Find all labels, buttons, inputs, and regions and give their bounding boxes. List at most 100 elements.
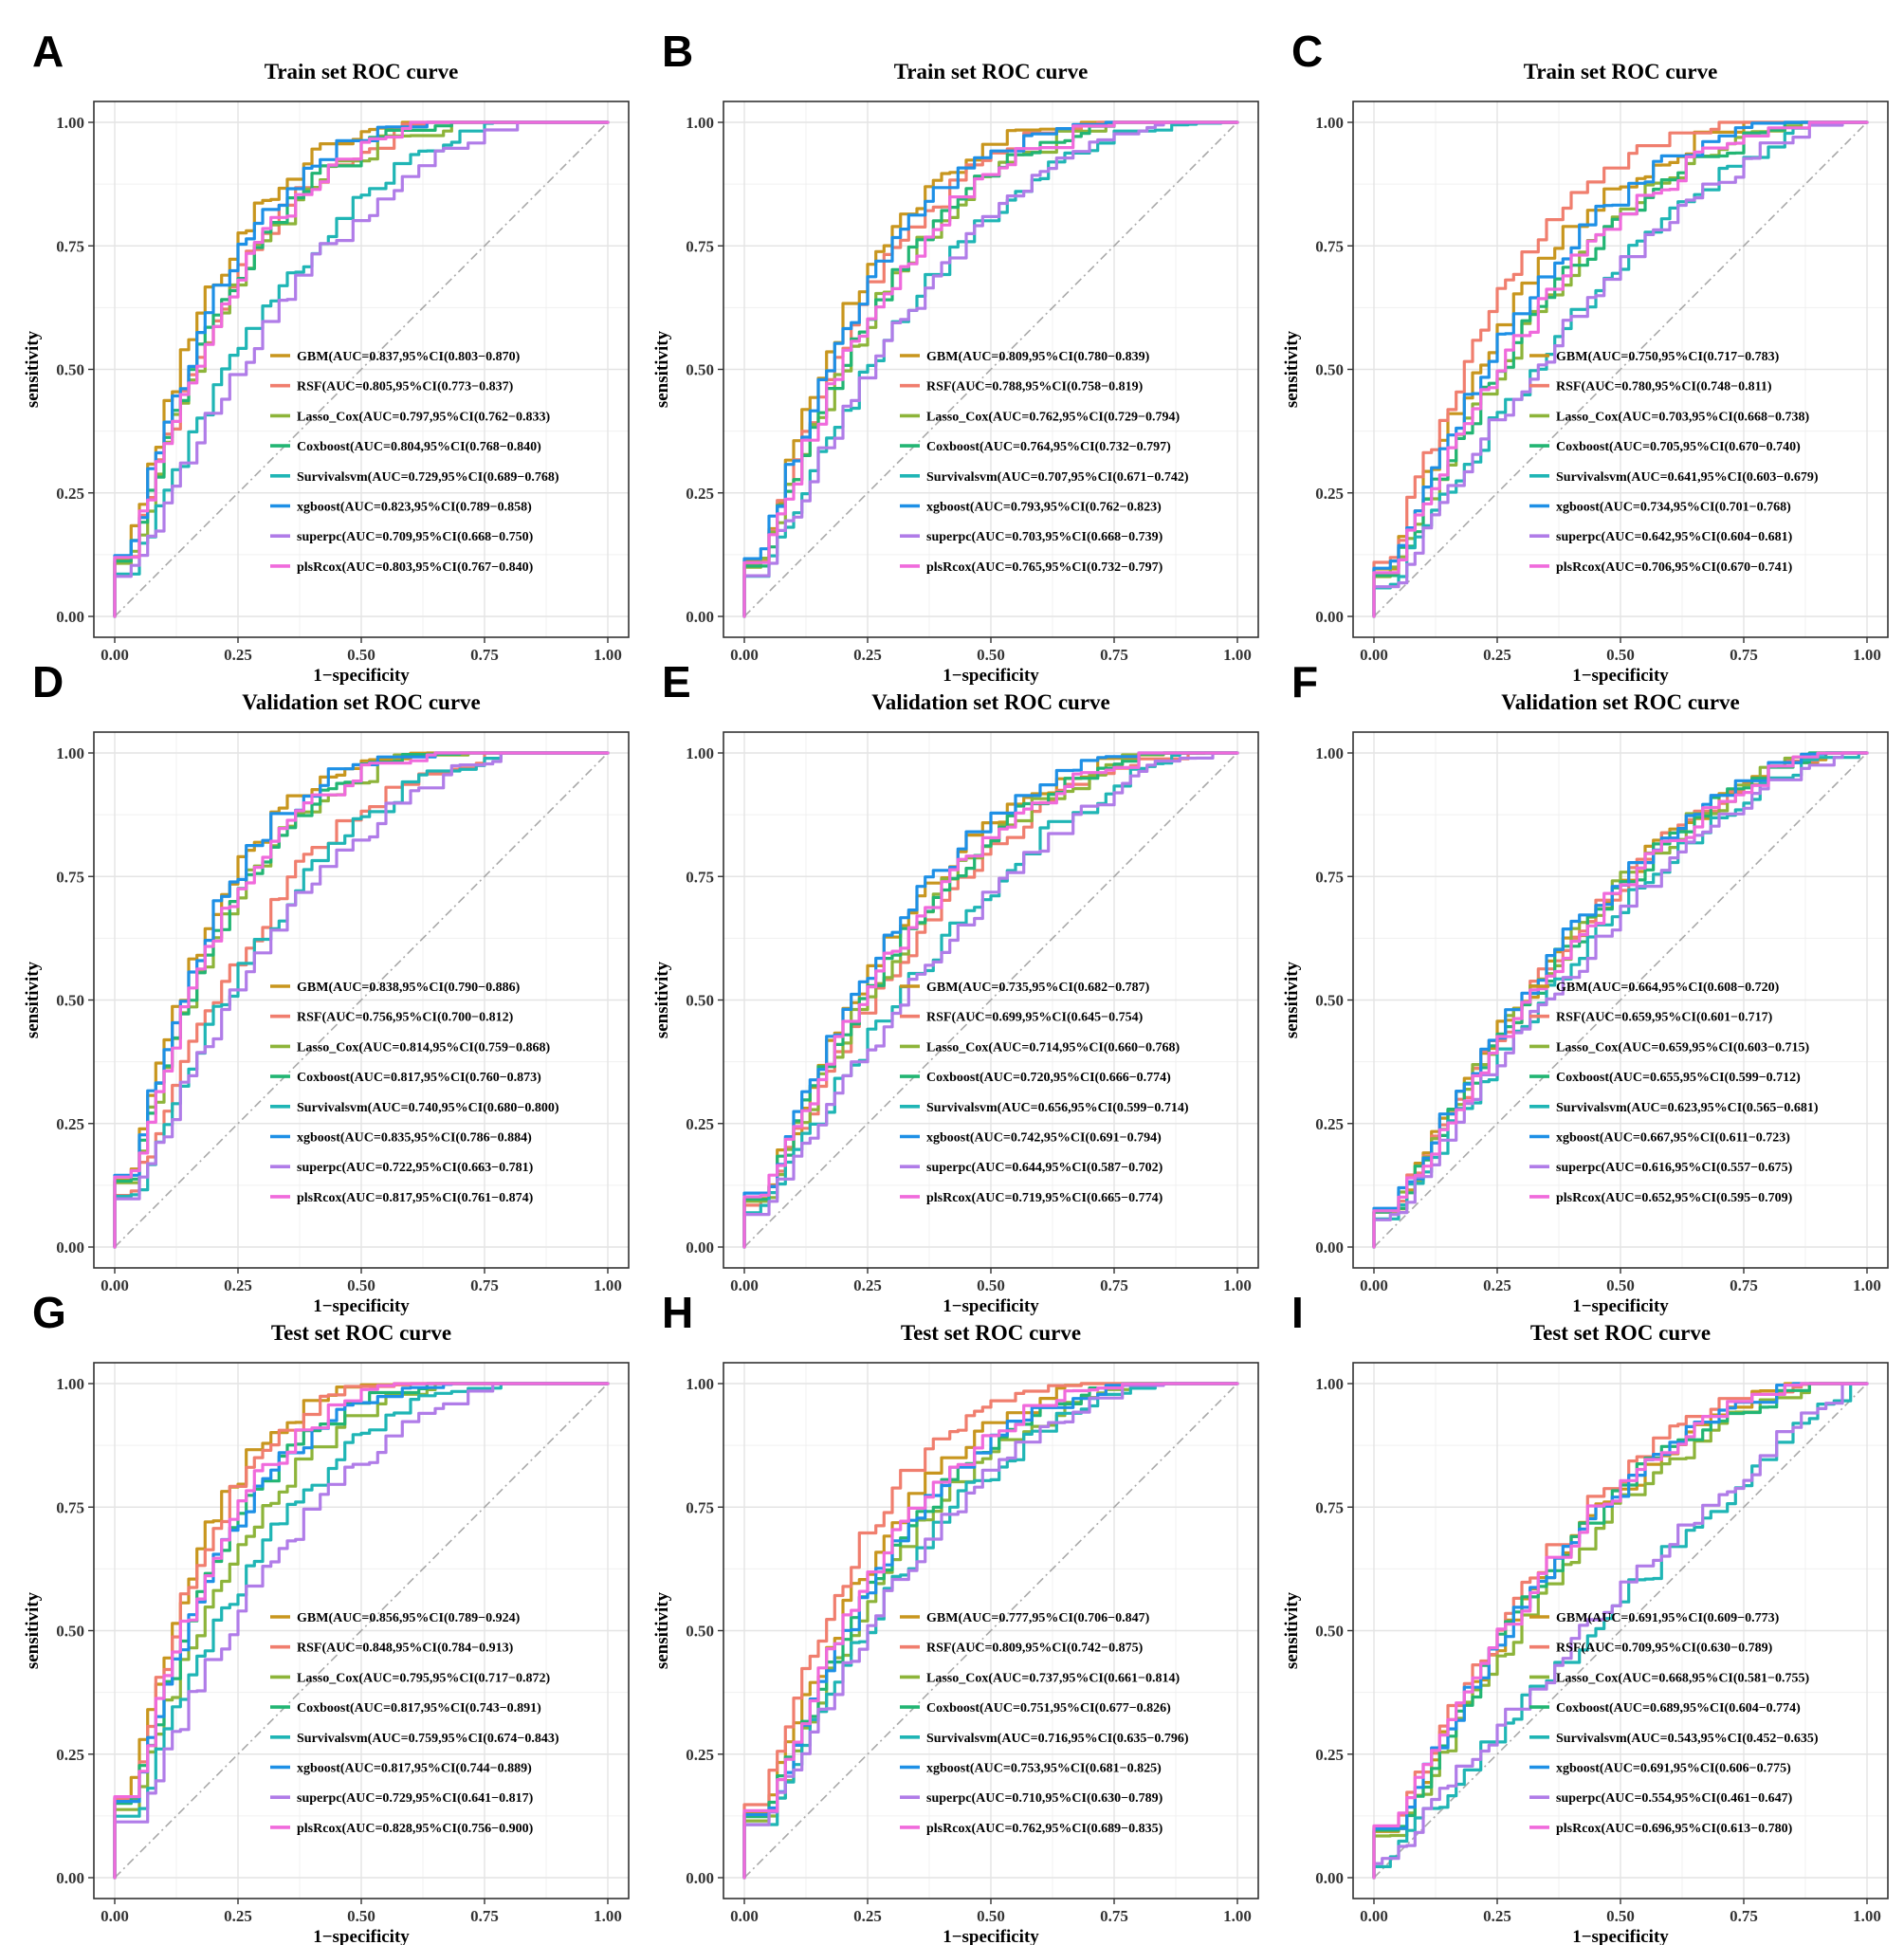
y-tick-label: 0.00	[1315, 608, 1344, 626]
y-tick-label: 0.50	[56, 361, 84, 379]
y-tick-label: 0.50	[1315, 1623, 1344, 1641]
legend-label-coxboost: Coxboost(AUC=0.705,95%CI(0.670−0.740)	[1556, 440, 1801, 454]
y-tick-label: 0.50	[56, 992, 84, 1010]
legend-label-superpc: superpc(AUC=0.710,95%CI(0.630−0.789)	[926, 1791, 1163, 1806]
legend-label-plsrcox: plsRcox(AUC=0.696,95%CI(0.613−0.780)	[1556, 1822, 1793, 1836]
roc-curve-plsrcox	[742, 1382, 1239, 1880]
x-axis-label: 1−specificity	[313, 666, 410, 686]
x-tick-label: 1.00	[594, 646, 622, 664]
y-tick-label: 1.00	[56, 1375, 84, 1393]
x-tick-label: 0.75	[1100, 1276, 1128, 1294]
chart-title: Validation set ROC curve	[242, 690, 481, 714]
x-tick-label: 0.25	[224, 1907, 252, 1925]
legend-label-survivalsvm: Survivalsvm(AUC=0.543,95%CI(0.452−0.635)	[1556, 1732, 1819, 1746]
diagonal-reference-line	[743, 752, 1238, 1248]
x-tick-label: 0.00	[1360, 646, 1388, 664]
legend: GBM(AUC=0.750,95%CI(0.717−0.783) RSF(AUC=…	[1529, 350, 1819, 575]
panel-letter: H	[662, 1288, 693, 1337]
legend-label-gbm: GBM(AUC=0.809,95%CI(0.780−0.839)	[926, 350, 1150, 364]
legend-label-plsrcox: plsRcox(AUC=0.652,95%CI(0.595−0.709)	[1556, 1191, 1793, 1205]
legend-label-gbm: GBM(AUC=0.777,95%CI(0.706−0.847)	[926, 1611, 1150, 1625]
legend: GBM(AUC=0.856,95%CI(0.789−0.924) RSF(AUC=…	[270, 1611, 559, 1836]
y-tick-label: 0.75	[1315, 1498, 1344, 1516]
x-tick-label: 0.75	[470, 646, 499, 664]
diagonal-reference-line	[1373, 121, 1868, 617]
legend-label-lasso-cox: Lasso_Cox(AUC=0.797,95%CI(0.762−0.833)	[297, 410, 551, 424]
legend-label-rsf: RSF(AUC=0.756,95%CI(0.700−0.812)	[297, 1011, 514, 1025]
legend: GBM(AUC=0.691,95%CI(0.609−0.773) RSF(AUC=…	[1529, 1611, 1819, 1836]
legend-label-rsf: RSF(AUC=0.805,95%CI(0.773−0.837)	[297, 380, 514, 395]
roc-curve-xgboost	[1372, 120, 1869, 618]
legend-label-coxboost: Coxboost(AUC=0.817,95%CI(0.743−0.891)	[297, 1701, 541, 1716]
legend-label-survivalsvm: Survivalsvm(AUC=0.656,95%CI(0.599−0.714)	[926, 1101, 1189, 1115]
roc-curve-plsrcox	[1372, 120, 1869, 618]
y-tick-label: 0.50	[1315, 992, 1344, 1010]
legend-label-survivalsvm: Survivalsvm(AUC=0.740,95%CI(0.680−0.800)	[297, 1101, 559, 1115]
diagonal-reference-line	[114, 121, 609, 617]
x-axis-label: 1−specificity	[943, 1927, 1039, 1945]
legend-label-xgboost: xgboost(AUC=0.734,95%CI(0.701−0.768)	[1556, 501, 1791, 515]
legend-label-rsf: RSF(AUC=0.659,95%CI(0.601−0.717)	[1556, 1011, 1773, 1025]
y-axis-label: sensitivity	[23, 961, 43, 1038]
y-axis-label: sensitivity	[23, 1591, 43, 1669]
roc-curve-plsrcox	[113, 120, 610, 618]
x-axis-label: 1−specificity	[1572, 666, 1669, 686]
legend-label-plsrcox: plsRcox(AUC=0.706,95%CI(0.670−0.741)	[1556, 560, 1793, 575]
x-tick-label: 0.25	[1483, 1907, 1511, 1925]
legend-label-lasso-cox: Lasso_Cox(AUC=0.762,95%CI(0.729−0.794)	[926, 410, 1181, 424]
y-axis-label: sensitivity	[1282, 330, 1302, 408]
legend-label-survivalsvm: Survivalsvm(AUC=0.641,95%CI(0.603−0.679)	[1556, 470, 1819, 485]
y-tick-label: 0.75	[56, 237, 84, 255]
y-tick-label: 0.25	[56, 485, 84, 503]
legend-label-superpc: superpc(AUC=0.722,95%CI(0.663−0.781)	[297, 1161, 534, 1175]
roc-curve-xgboost	[1372, 751, 1869, 1249]
x-tick-label: 0.00	[101, 1907, 129, 1925]
y-tick-label: 0.25	[1315, 1115, 1344, 1133]
roc-panel-a: A Train set ROC curve 0.00 0.00 0.25 0.25 0.50…	[23, 27, 630, 686]
y-tick-label: 0.75	[686, 868, 714, 886]
y-tick-label: 0.25	[686, 485, 714, 503]
legend-label-xgboost: xgboost(AUC=0.793,95%CI(0.762−0.823)	[926, 501, 1162, 515]
legend-label-coxboost: Coxboost(AUC=0.751,95%CI(0.677−0.826)	[926, 1701, 1171, 1716]
x-tick-label: 1.00	[1853, 1907, 1881, 1925]
roc-curve-superpc	[742, 1382, 1239, 1880]
x-tick-label: 0.50	[977, 646, 1005, 664]
y-tick-label: 0.50	[686, 361, 714, 379]
legend-label-lasso-cox: Lasso_Cox(AUC=0.795,95%CI(0.717−0.872)	[297, 1671, 551, 1685]
x-tick-label: 0.75	[470, 1907, 499, 1925]
legend-label-survivalsvm: Survivalsvm(AUC=0.707,95%CI(0.671−0.742)	[926, 470, 1189, 485]
panel-letter: D	[32, 657, 64, 706]
legend: GBM(AUC=0.838,95%CI(0.790−0.886) RSF(AUC=…	[270, 981, 559, 1205]
y-tick-label: 0.00	[1315, 1869, 1344, 1887]
legend-label-rsf: RSF(AUC=0.780,95%CI(0.748−0.811)	[1556, 380, 1772, 395]
x-tick-label: 0.00	[101, 1276, 129, 1294]
legend-label-superpc: superpc(AUC=0.554,95%CI(0.461−0.647)	[1556, 1791, 1793, 1806]
roc-curve-xgboost	[1372, 1382, 1869, 1880]
legend-label-lasso-cox: Lasso_Cox(AUC=0.703,95%CI(0.668−0.738)	[1556, 410, 1810, 424]
diagonal-reference-line	[743, 121, 1238, 617]
legend-label-xgboost: xgboost(AUC=0.742,95%CI(0.691−0.794)	[926, 1131, 1162, 1146]
roc-panel-c: C Train set ROC curve 0.00 0.00 0.25 0.25 0.50…	[1282, 27, 1889, 686]
x-tick-label: 0.75	[470, 1276, 499, 1294]
diagonal-reference-line	[1373, 752, 1868, 1248]
diagonal-reference-line	[743, 1383, 1238, 1879]
x-tick-label: 0.25	[224, 646, 252, 664]
legend-label-gbm: GBM(AUC=0.856,95%CI(0.789−0.924)	[297, 1611, 521, 1625]
x-tick-label: 1.00	[1223, 646, 1252, 664]
x-axis-label: 1−specificity	[313, 1927, 410, 1945]
chart-title: Test set ROC curve	[271, 1321, 451, 1345]
y-tick-label: 1.00	[56, 114, 84, 132]
diagonal-reference-line	[114, 752, 609, 1248]
roc-curve-superpc	[113, 120, 610, 618]
chart-title: Test set ROC curve	[901, 1321, 1081, 1345]
roc-curve-plsrcox	[742, 120, 1239, 618]
roc-curve-plsrcox	[113, 751, 610, 1249]
y-axis-label: sensitivity	[652, 330, 672, 408]
legend-label-survivalsvm: Survivalsvm(AUC=0.759,95%CI(0.674−0.843)	[297, 1732, 559, 1746]
y-tick-label: 0.25	[56, 1115, 84, 1133]
y-tick-label: 0.75	[686, 237, 714, 255]
legend-label-survivalsvm: Survivalsvm(AUC=0.623,95%CI(0.565−0.681)	[1556, 1101, 1819, 1115]
panel-letter: E	[662, 657, 691, 706]
x-tick-label: 0.00	[730, 1276, 759, 1294]
